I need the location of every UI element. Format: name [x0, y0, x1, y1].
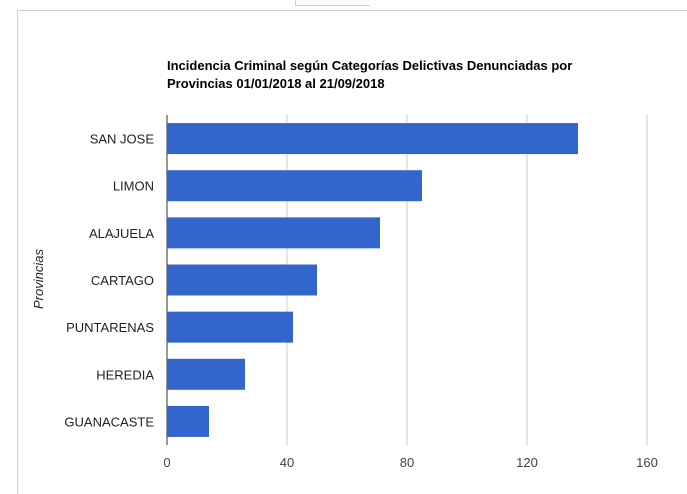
bar	[167, 264, 317, 296]
x-tick-label: 0	[163, 455, 170, 470]
category-label: CARTAGO	[91, 273, 154, 288]
category-label: LIMON	[113, 179, 154, 194]
bar	[167, 311, 293, 343]
x-tick-label: 120	[516, 455, 538, 470]
bar	[167, 405, 209, 437]
chart-title-line-1: Incidencia Criminal según Categorías Del…	[167, 58, 573, 73]
y-axis-title: Provincias	[31, 249, 46, 309]
category-label: HEREDIA	[96, 367, 154, 382]
category-label: SAN JOSE	[90, 132, 155, 147]
x-tick-label: 40	[280, 455, 294, 470]
window-top-strip	[0, 0, 687, 6]
bar	[167, 358, 245, 390]
chart-frame	[17, 10, 687, 494]
category-label: PUNTARENAS	[66, 320, 154, 335]
category-label: ALAJUELA	[89, 226, 154, 241]
bar	[167, 217, 380, 249]
category-label: GUANACASTE	[64, 414, 154, 429]
chart-title: Incidencia Criminal según Categorías Del…	[167, 57, 637, 93]
bar	[167, 170, 422, 202]
x-tick-label: 160	[636, 455, 658, 470]
bar	[167, 123, 578, 155]
x-tick-label: 80	[400, 455, 414, 470]
chart-title-line-2: Provincias 01/01/2018 al 21/09/2018	[167, 76, 385, 91]
tab-divider	[295, 0, 370, 6]
